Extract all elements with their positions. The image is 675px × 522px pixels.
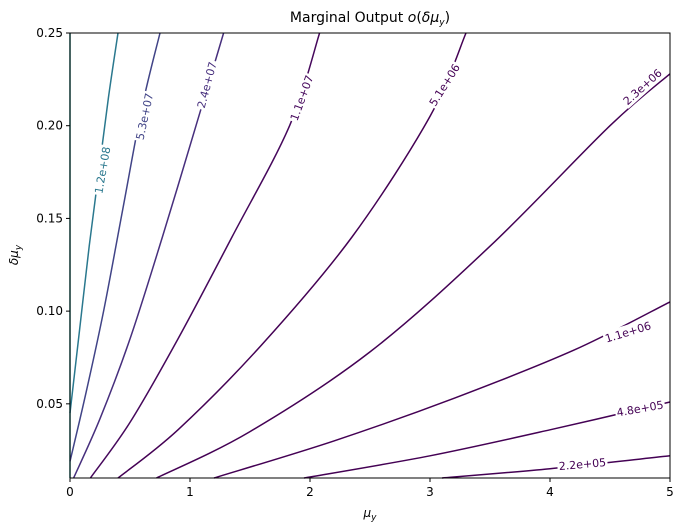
contour-line-7 [156,73,671,479]
y-tick-label: 0.25 [36,26,63,40]
contour-line-9 [303,401,671,479]
contour-label: 5.3e+07 [134,92,157,141]
contour-label-background [556,454,609,474]
y-axis-title: δμy [7,244,24,265]
contour-label-background [193,58,221,111]
contour-label-background [132,90,157,143]
y-tick-label: 0.05 [36,397,63,411]
contour-label-group-3: 5.3e+07 [132,90,157,143]
contour-label: 2.4e+07 [195,60,220,109]
contour-labels: 1.2e+08 5.3e+07 2.4e+07 1.1e+07 5.1e+06 2.3e+… [91,58,666,474]
contour-label: 2.2e+05 [558,456,606,473]
contour-label-background [619,64,666,109]
contour-label-background [425,59,464,110]
contour-label-background [614,397,666,420]
y-tick-label: 0.20 [36,119,63,133]
contour-line-10 [441,455,671,479]
contour-label-group-4: 2.4e+07 [193,58,221,111]
contour-label-group-8: 1.1e+06 [601,317,655,346]
contour-label-group-6: 5.1e+06 [425,59,464,110]
contour-lines [69,32,671,479]
contour-label-group-5: 1.1e+07 [286,71,317,124]
y-axis: 0.05 0.10 0.15 0.20 0.25 [36,26,70,411]
contour-label-background [91,144,114,197]
chart-title: Marginal Output o(δμy) [290,10,450,28]
contour-label: 5.1e+06 [427,62,463,109]
x-tick-label: 3 [426,485,434,499]
contour-line-4 [72,32,225,479]
contour-label-background [601,317,655,346]
y-tick-label: 0.15 [36,211,63,225]
contour-line-2 [69,32,119,414]
contour-label-group-7: 2.3e+06 [619,64,666,109]
contour-label: 2.3e+06 [621,66,665,107]
y-tick-label: 0.10 [36,304,63,318]
x-axis-title: μy [363,506,378,522]
x-axis: 0 1 2 3 4 5 [66,478,674,499]
contour-label: 4.8e+05 [616,398,665,419]
contour-label-group-2: 1.2e+08 [91,144,114,197]
x-tick-label: 0 [66,485,74,499]
contour-line-8 [213,301,671,479]
x-tick-label: 5 [666,485,674,499]
contour-label-background [286,71,317,124]
contour-label-group-10: 2.2e+05 [556,454,609,474]
plot-frame [69,32,671,479]
x-tick-label: 1 [186,485,194,499]
x-tick-label: 2 [306,485,314,499]
x-tick-label: 4 [546,485,554,499]
contour-label: 1.2e+08 [92,146,113,195]
contour-label-group-9: 4.8e+05 [614,397,666,420]
contour-line-6 [117,32,467,479]
contour-label: 1.1e+07 [288,74,316,123]
